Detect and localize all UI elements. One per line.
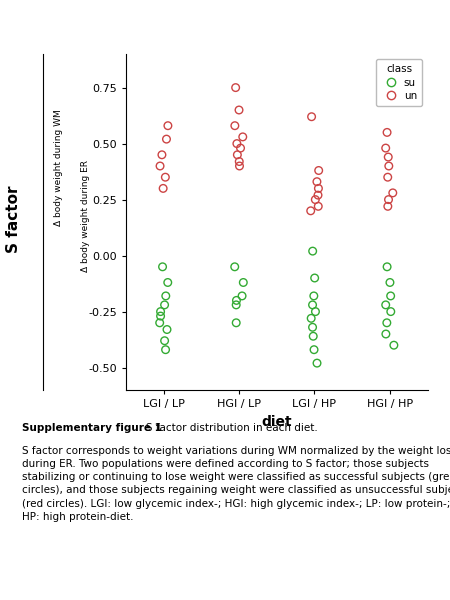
Point — [383, 128, 391, 137]
Point — [231, 262, 239, 272]
Point — [389, 188, 396, 197]
Point — [384, 172, 392, 182]
Point — [234, 150, 241, 160]
Point — [385, 161, 392, 171]
Point — [309, 300, 316, 310]
Point — [310, 291, 317, 301]
Point — [164, 121, 171, 130]
Point — [311, 273, 318, 283]
Point — [157, 311, 164, 321]
Point — [383, 318, 391, 328]
Text: Δ body weight during ER: Δ body weight during ER — [81, 160, 90, 272]
Point — [384, 202, 392, 211]
Point — [156, 318, 163, 328]
Text: : S factor distribution in each diet.: : S factor distribution in each diet. — [139, 423, 317, 433]
Legend: su, un: su, un — [376, 59, 422, 106]
Text: S factor corresponds to weight variations during WM normalized by the weight los: S factor corresponds to weight variation… — [22, 446, 450, 522]
Text: Supplementary figure 1: Supplementary figure 1 — [22, 423, 162, 433]
Point — [382, 143, 389, 153]
Point — [238, 291, 246, 301]
Point — [236, 161, 243, 171]
Point — [157, 161, 164, 171]
Point — [239, 132, 246, 142]
Point — [312, 195, 319, 205]
Point — [159, 262, 166, 272]
Point — [235, 105, 243, 115]
Point — [160, 184, 167, 193]
Text: S factor: S factor — [6, 185, 21, 253]
Point — [232, 83, 239, 92]
Point — [161, 336, 168, 346]
Point — [315, 184, 322, 193]
Point — [157, 307, 164, 316]
Point — [315, 166, 322, 175]
Point — [233, 139, 240, 148]
Point — [387, 278, 394, 287]
Point — [231, 121, 239, 130]
Point — [387, 307, 394, 316]
Point — [310, 345, 318, 355]
Point — [309, 322, 316, 332]
Point — [383, 262, 391, 272]
Point — [162, 345, 169, 355]
Point — [233, 300, 240, 310]
Point — [310, 331, 317, 341]
Point — [315, 190, 322, 200]
Point — [382, 300, 389, 310]
Point — [313, 177, 320, 187]
Point — [162, 172, 169, 182]
Point — [162, 291, 169, 301]
Point — [158, 150, 166, 160]
Point — [307, 206, 314, 215]
Point — [237, 143, 244, 153]
Point — [315, 202, 322, 211]
Point — [387, 291, 394, 301]
Point — [313, 358, 320, 368]
Point — [390, 340, 397, 350]
Point — [382, 329, 390, 339]
Text: Δ body weight during WM: Δ body weight during WM — [54, 110, 63, 226]
Point — [240, 278, 247, 287]
Point — [164, 278, 171, 287]
Point — [312, 307, 319, 316]
Point — [163, 325, 171, 334]
Point — [385, 195, 392, 205]
X-axis label: diet: diet — [261, 415, 292, 428]
Point — [308, 314, 315, 323]
Point — [161, 300, 168, 310]
Point — [163, 134, 170, 144]
Point — [233, 296, 240, 305]
Point — [308, 112, 315, 122]
Point — [233, 318, 240, 328]
Point — [385, 152, 392, 162]
Point — [309, 247, 316, 256]
Point — [236, 157, 243, 166]
